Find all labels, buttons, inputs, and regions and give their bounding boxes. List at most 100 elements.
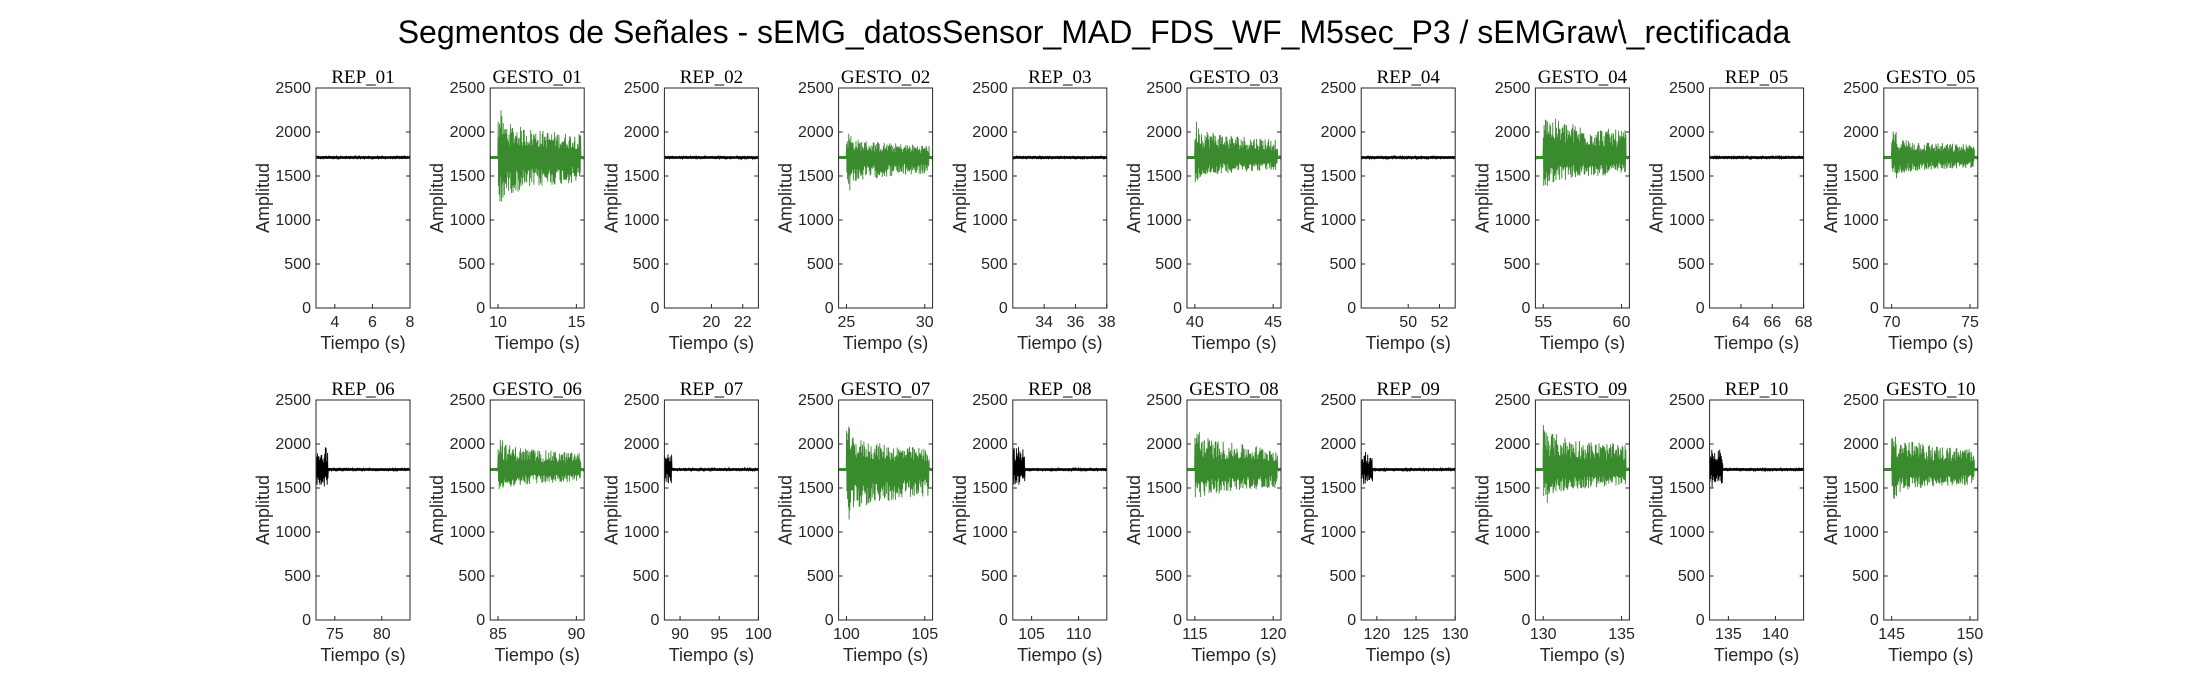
x-tick-label: 95 [710, 626, 728, 643]
subplot-20: 0 500 1000 1500 2000 2500 145 150 GESTO_10 Tiempo… [1821, 379, 1984, 665]
x-tick-label: 120 [1364, 626, 1391, 643]
subplot-11: 0 500 1000 1500 2000 2500 75 80 REP_06 Tiempo (s)… [253, 379, 411, 665]
subplot-title: REP_02 [680, 67, 743, 88]
y-tick-label: 0 [1347, 612, 1356, 629]
y-tick-label: 0 [302, 612, 311, 629]
signal-line [315, 447, 411, 487]
subplot-7: 0 500 1000 1500 2000 2500 50 52 REP_04 Tiempo (s)… [1298, 67, 1456, 353]
y-tick-label: 0 [476, 300, 485, 317]
y-axis-label: Amplitud [601, 163, 621, 233]
y-tick-label: 1500 [275, 480, 311, 497]
y-tick-label: 2000 [798, 436, 834, 453]
y-tick-label: 1500 [1495, 480, 1531, 497]
subplot-title: REP_03 [1028, 67, 1091, 88]
x-axis-label: Tiempo (s) [1714, 333, 1799, 353]
x-tick-label: 20 [703, 314, 721, 331]
subplot-title: REP_09 [1377, 379, 1440, 400]
x-tick-label: 6 [368, 314, 377, 331]
y-axis-label: Amplitud [1472, 163, 1492, 233]
y-tick-label: 1500 [798, 168, 834, 185]
y-tick-label: 2000 [1495, 124, 1531, 141]
y-tick-label: 0 [1521, 300, 1530, 317]
subplot-13: 0 500 1000 1500 2000 2500 90 95 100 REP_07 Tiempo … [601, 379, 771, 665]
y-tick-label: 1000 [972, 524, 1008, 541]
y-tick-label: 2000 [1669, 436, 1705, 453]
y-tick-label: 1000 [1843, 212, 1879, 229]
subplot-title: GESTO_07 [841, 379, 930, 400]
x-tick-label: 34 [1035, 314, 1053, 331]
y-tick-label: 2500 [1843, 80, 1879, 97]
signal-line [1360, 154, 1456, 161]
y-tick-label: 0 [999, 300, 1008, 317]
y-tick-label: 0 [1870, 612, 1879, 629]
subplot-14: 0 500 1000 1500 2000 2500 100 105 GESTO_07 Tiempo… [776, 379, 939, 665]
x-tick-label: 140 [1762, 626, 1789, 643]
y-axis-label: Amplitud [1124, 475, 1144, 545]
axes-box [663, 399, 759, 621]
x-tick-label: 105 [1018, 626, 1045, 643]
axes-box [1709, 399, 1805, 621]
signal-line [663, 454, 759, 484]
y-axis-label: Amplitud [427, 163, 447, 233]
y-axis-label: Amplitud [1821, 163, 1841, 233]
subplot-title: GESTO_01 [493, 67, 582, 88]
y-tick-label: 1000 [624, 524, 660, 541]
x-axis-label: Tiempo (s) [495, 333, 580, 353]
y-axis-label: Amplitud [253, 475, 273, 545]
y-tick-label: 2500 [798, 392, 834, 409]
y-tick-label: 1500 [1321, 480, 1357, 497]
x-tick-label: 4 [330, 314, 339, 331]
y-tick-label: 500 [1852, 568, 1879, 585]
axes-box [1883, 399, 1979, 621]
subplot-4: 0 500 1000 1500 2000 2500 25 30 GESTO_02 Tiempo (… [776, 67, 934, 353]
x-tick-label: 75 [326, 626, 344, 643]
y-tick-label: 2000 [1495, 436, 1531, 453]
signal-line [1535, 118, 1630, 186]
x-axis-label: Tiempo (s) [1540, 645, 1625, 665]
y-tick-label: 2000 [1843, 124, 1879, 141]
signal-line [1186, 432, 1282, 498]
subplot-10: 0 500 1000 1500 2000 2500 70 75 GESTO_05 Tiempo (… [1821, 67, 1979, 353]
y-tick-label: 1500 [972, 168, 1008, 185]
y-tick-label: 2500 [1495, 80, 1531, 97]
y-tick-label: 1500 [1495, 168, 1531, 185]
y-axis-label: Amplitud [427, 475, 447, 545]
y-tick-label: 1500 [1843, 168, 1879, 185]
y-tick-label: 500 [1155, 256, 1182, 273]
y-axis-label: Amplitud [1298, 475, 1318, 545]
x-axis-label: Tiempo (s) [1888, 645, 1973, 665]
y-tick-label: 1500 [275, 168, 311, 185]
y-tick-label: 0 [1173, 612, 1182, 629]
x-tick-label: 64 [1732, 314, 1750, 331]
axes-box [489, 399, 585, 621]
x-tick-label: 60 [1613, 314, 1631, 331]
y-tick-label: 0 [1521, 612, 1530, 629]
y-axis-label: Amplitud [950, 475, 970, 545]
x-axis-label: Tiempo (s) [843, 333, 928, 353]
y-tick-label: 0 [1696, 612, 1705, 629]
x-tick-label: 85 [489, 626, 507, 643]
y-axis-label: Amplitud [1647, 163, 1667, 233]
y-tick-label: 500 [1155, 568, 1182, 585]
y-tick-label: 500 [1329, 568, 1356, 585]
subplot-title: GESTO_10 [1886, 379, 1975, 400]
y-tick-label: 2500 [1146, 80, 1182, 97]
x-tick-label: 10 [489, 314, 507, 331]
y-tick-label: 1000 [450, 524, 486, 541]
x-tick-label: 22 [734, 314, 752, 331]
y-tick-label: 1000 [1843, 524, 1879, 541]
y-tick-label: 1000 [1321, 524, 1357, 541]
signal-line [1012, 446, 1108, 485]
x-tick-label: 80 [373, 626, 391, 643]
y-tick-label: 2500 [972, 80, 1008, 97]
axes-box [1012, 399, 1108, 621]
signal-line [1535, 425, 1630, 503]
x-tick-label: 8 [406, 314, 415, 331]
y-tick-label: 1000 [1146, 212, 1182, 229]
subplot-2: 0 500 1000 1500 2000 2500 10 15 GESTO_01 Tiempo (… [427, 67, 585, 353]
x-axis-label: Tiempo (s) [1888, 333, 1973, 353]
y-tick-label: 2500 [798, 80, 834, 97]
x-tick-label: 25 [838, 314, 856, 331]
subplot-5: 0 500 1000 1500 2000 2500 34 36 38 REP_03 Tiempo (… [950, 67, 1116, 353]
